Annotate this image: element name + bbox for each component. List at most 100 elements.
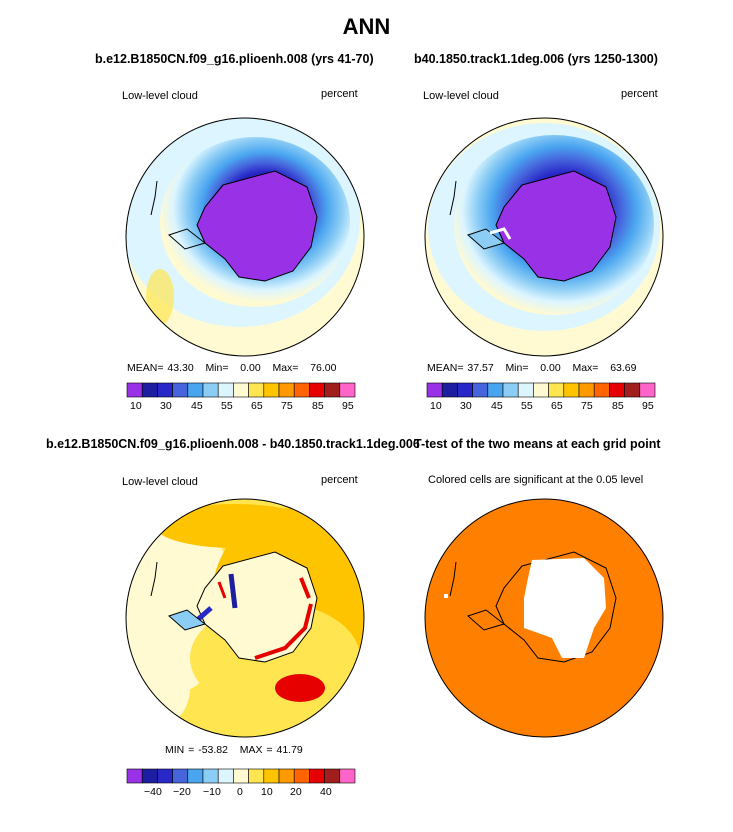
colorbar-cell [248, 382, 265, 398]
colorbar-cell [293, 768, 310, 784]
panel3-cb-label-4: 10 [261, 786, 273, 798]
panel2-min-label: Min= [505, 362, 529, 374]
panel1-title: b.e12.B1850CN.f09_g16.plioenh.008 (yrs 4… [95, 52, 374, 66]
panel1-max-value: 76.00 [310, 362, 337, 374]
panel2-variable: Low-level cloud [423, 90, 499, 102]
panel1-cb-label-0: 10 [130, 400, 142, 412]
colorbar-cell [309, 382, 325, 398]
colorbar-cell [187, 768, 204, 784]
colorbar-cell [487, 382, 504, 398]
panel3-map [125, 498, 365, 738]
panel3-cb-label-2: −10 [203, 786, 221, 798]
panel1-cb-label-4: 65 [251, 400, 263, 412]
panel2-cb-label-7: 95 [642, 400, 654, 412]
panel3-max-value: 41.79 [276, 744, 303, 756]
colorbar-cell [441, 382, 458, 398]
colorbar-cell [502, 382, 519, 398]
colorbar-cell [278, 382, 295, 398]
colorbar-cell [324, 768, 341, 784]
colorbar-cell [563, 382, 580, 398]
panel1-cb-label-3: 55 [221, 400, 233, 412]
panel1-variable: Low-level cloud [122, 90, 198, 102]
panel1-cb-label-2: 45 [191, 400, 203, 412]
panel1-cb-label-7: 95 [342, 400, 354, 412]
colorbar-cell [157, 382, 173, 398]
panel3-cb-label-5: 20 [290, 786, 302, 798]
panel3-max-label: MAX = [239, 744, 273, 756]
colorbar-cell [187, 382, 204, 398]
colorbar-cell [293, 382, 310, 398]
colorbar-cell [263, 382, 280, 398]
panel1-min-label: Min= [205, 362, 229, 374]
panel2-max-value: 63.69 [610, 362, 637, 374]
panel1-cb-label-5: 75 [281, 400, 293, 412]
panel2-colorbar [426, 382, 656, 398]
panel3-stats: MIN = -53.82 MAX = 41.79 [165, 744, 303, 756]
panel3-variable: Low-level cloud [122, 476, 198, 488]
panel1-mean-value: 43.30 [167, 362, 194, 374]
colorbar-cell [639, 382, 656, 398]
colorbar-cell [233, 768, 249, 784]
panel2-stats: MEAN= 37.57 Min= 0.00 Max= 63.69 [427, 362, 636, 374]
panel1-units: percent [321, 88, 358, 100]
panel1-stats: MEAN= 43.30 Min= 0.00 Max= 76.00 [127, 362, 336, 374]
panel2-cb-label-2: 45 [491, 400, 503, 412]
panel2-cb-label-0: 10 [430, 400, 442, 412]
colorbar-cell [126, 382, 143, 398]
panel3-min-value: -53.82 [198, 744, 228, 756]
panel1-cb-label-1: 30 [160, 400, 172, 412]
panel1-colorbar [126, 382, 356, 398]
colorbar-cell [339, 382, 356, 398]
panel3-colorbar [126, 768, 356, 784]
panel2-mean-label: MEAN= [427, 362, 464, 374]
panel3-min-label: MIN = [165, 744, 195, 756]
colorbar-cell [593, 382, 610, 398]
panel3-cb-label-6: 40 [320, 786, 332, 798]
colorbar-cell [517, 382, 534, 398]
colorbar-cell [202, 382, 219, 398]
panel4-title: T-test of the two means at each grid poi… [414, 437, 661, 451]
panel2-mean-value: 37.57 [467, 362, 494, 374]
colorbar-cell [533, 382, 549, 398]
panel1-max-label: Max= [272, 362, 299, 374]
panel2-max-label: Max= [572, 362, 599, 374]
colorbar-cell [141, 768, 158, 784]
figure-title: ANN [342, 14, 391, 39]
panel2-cb-label-1: 30 [460, 400, 472, 412]
panel4-map [424, 498, 664, 738]
colorbar-cell [217, 382, 234, 398]
colorbar-cell [578, 382, 595, 398]
colorbar-cell [609, 382, 625, 398]
colorbar-cell [263, 768, 280, 784]
panel2-cb-label-6: 85 [612, 400, 624, 412]
colorbar-cell [278, 768, 295, 784]
panel1-map [125, 117, 365, 357]
colorbar-cell [309, 768, 325, 784]
panel2-cb-label-5: 75 [581, 400, 593, 412]
panel2-map [424, 117, 664, 357]
panel2-units: percent [621, 88, 658, 100]
colorbar-cell [324, 382, 341, 398]
colorbar-cell [548, 382, 565, 398]
colorbar-cell [202, 768, 219, 784]
colorbar-cell [126, 768, 143, 784]
colorbar-cell [426, 382, 443, 398]
panel1-mean-label: MEAN= [127, 362, 164, 374]
panel3-cb-label-0: −40 [144, 786, 162, 798]
panel2-min-value: 0.00 [540, 362, 561, 374]
colorbar-cell [233, 382, 249, 398]
colorbar-cell [217, 768, 234, 784]
panel4-subtitle: Colored cells are significant at the 0.0… [428, 474, 644, 486]
panel3-units: percent [321, 474, 358, 486]
colorbar-cell [248, 768, 265, 784]
panel2-cb-label-4: 65 [551, 400, 563, 412]
colorbar-cell [339, 768, 356, 784]
colorbar-cell [172, 382, 189, 398]
colorbar-cell [472, 382, 489, 398]
colorbar-cell [624, 382, 641, 398]
panel3-title: b.e12.B1850CN.f09_g16.plioenh.008 - b40.… [46, 437, 420, 451]
colorbar-cell [141, 382, 158, 398]
colorbar-cell [172, 768, 189, 784]
panel3-cb-label-1: −20 [173, 786, 191, 798]
colorbar-cell [457, 382, 473, 398]
